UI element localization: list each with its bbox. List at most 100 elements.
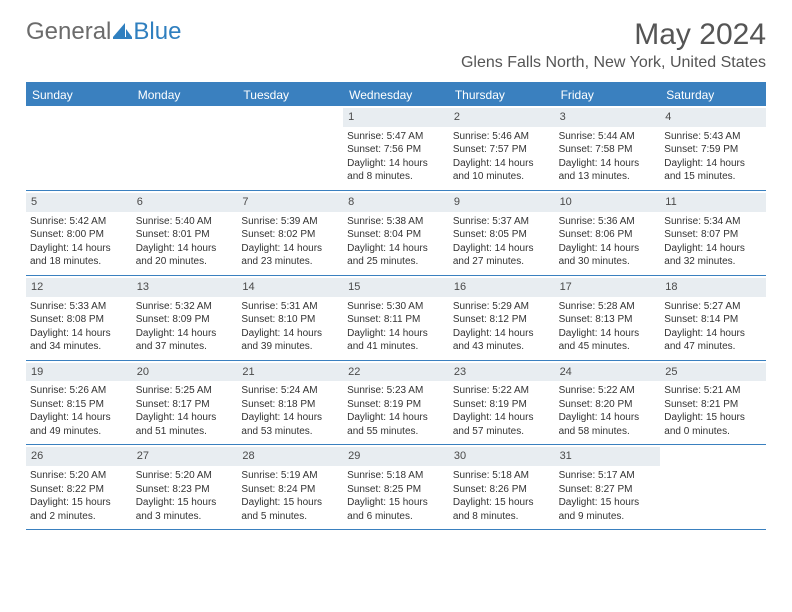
day-number: 8 [343, 193, 449, 212]
day-number: 31 [555, 447, 661, 466]
day-number: 27 [132, 447, 238, 466]
day-number: 9 [449, 193, 555, 212]
day-number: 6 [132, 193, 238, 212]
weekday-tue: Tuesday [237, 84, 343, 106]
day-daylight2: and 53 minutes. [241, 425, 339, 439]
day-sunrise: Sunrise: 5:36 AM [559, 215, 657, 229]
day-daylight2: and 49 minutes. [30, 425, 128, 439]
day-cell [132, 106, 238, 190]
day-sunset: Sunset: 8:09 PM [136, 313, 234, 327]
weekday-fri: Friday [555, 84, 661, 106]
day-sunrise: Sunrise: 5:39 AM [241, 215, 339, 229]
day-number: 13 [132, 278, 238, 297]
title-block: May 2024 Glens Falls North, New York, Un… [461, 18, 766, 72]
day-cell [26, 106, 132, 190]
day-sunset: Sunset: 8:20 PM [559, 398, 657, 412]
day-sunset: Sunset: 8:01 PM [136, 228, 234, 242]
day-daylight1: Daylight: 14 hours [559, 327, 657, 341]
day-cell: 15Sunrise: 5:30 AMSunset: 8:11 PMDayligh… [343, 276, 449, 360]
day-cell: 11Sunrise: 5:34 AMSunset: 8:07 PMDayligh… [660, 191, 766, 275]
day-sunset: Sunset: 8:10 PM [241, 313, 339, 327]
day-sunrise: Sunrise: 5:18 AM [453, 469, 551, 483]
day-daylight2: and 18 minutes. [30, 255, 128, 269]
day-number: 16 [449, 278, 555, 297]
day-cell: 31Sunrise: 5:17 AMSunset: 8:27 PMDayligh… [555, 445, 661, 529]
day-sunset: Sunset: 8:19 PM [453, 398, 551, 412]
day-cell: 12Sunrise: 5:33 AMSunset: 8:08 PMDayligh… [26, 276, 132, 360]
weekday-thu: Thursday [449, 84, 555, 106]
day-daylight2: and 2 minutes. [30, 510, 128, 524]
day-daylight1: Daylight: 14 hours [453, 327, 551, 341]
day-daylight2: and 5 minutes. [241, 510, 339, 524]
day-daylight1: Daylight: 14 hours [453, 157, 551, 171]
day-sunset: Sunset: 8:13 PM [559, 313, 657, 327]
day-cell: 6Sunrise: 5:40 AMSunset: 8:01 PMDaylight… [132, 191, 238, 275]
day-sunset: Sunset: 8:00 PM [30, 228, 128, 242]
day-sunset: Sunset: 8:19 PM [347, 398, 445, 412]
logo: General Blue [26, 18, 181, 46]
day-sunrise: Sunrise: 5:33 AM [30, 300, 128, 314]
day-sunrise: Sunrise: 5:44 AM [559, 130, 657, 144]
day-number: 20 [132, 363, 238, 382]
day-sunset: Sunset: 8:14 PM [664, 313, 762, 327]
day-sunrise: Sunrise: 5:24 AM [241, 384, 339, 398]
day-sunset: Sunset: 8:25 PM [347, 483, 445, 497]
day-daylight1: Daylight: 14 hours [347, 242, 445, 256]
day-number: 29 [343, 447, 449, 466]
weekday-sat: Saturday [660, 84, 766, 106]
day-daylight1: Daylight: 15 hours [30, 496, 128, 510]
day-daylight2: and 6 minutes. [347, 510, 445, 524]
day-number: 30 [449, 447, 555, 466]
day-number: 11 [660, 193, 766, 212]
day-daylight2: and 51 minutes. [136, 425, 234, 439]
day-daylight2: and 47 minutes. [664, 340, 762, 354]
day-sunrise: Sunrise: 5:47 AM [347, 130, 445, 144]
day-sunrise: Sunrise: 5:22 AM [559, 384, 657, 398]
day-daylight2: and 34 minutes. [30, 340, 128, 354]
day-sunrise: Sunrise: 5:30 AM [347, 300, 445, 314]
day-cell: 23Sunrise: 5:22 AMSunset: 8:19 PMDayligh… [449, 361, 555, 445]
logo-sail-icon [113, 18, 133, 46]
weekday-sun: Sunday [26, 84, 132, 106]
day-cell: 26Sunrise: 5:20 AMSunset: 8:22 PMDayligh… [26, 445, 132, 529]
logo-text-gray: General [26, 18, 111, 46]
day-daylight2: and 41 minutes. [347, 340, 445, 354]
day-sunset: Sunset: 8:21 PM [664, 398, 762, 412]
day-daylight1: Daylight: 14 hours [347, 411, 445, 425]
day-daylight2: and 37 minutes. [136, 340, 234, 354]
day-daylight1: Daylight: 14 hours [347, 157, 445, 171]
day-cell: 22Sunrise: 5:23 AMSunset: 8:19 PMDayligh… [343, 361, 449, 445]
day-sunrise: Sunrise: 5:43 AM [664, 130, 762, 144]
day-cell: 9Sunrise: 5:37 AMSunset: 8:05 PMDaylight… [449, 191, 555, 275]
day-daylight2: and 55 minutes. [347, 425, 445, 439]
day-sunset: Sunset: 7:56 PM [347, 143, 445, 157]
day-daylight2: and 8 minutes. [347, 170, 445, 184]
day-daylight1: Daylight: 14 hours [30, 242, 128, 256]
day-daylight2: and 58 minutes. [559, 425, 657, 439]
day-daylight1: Daylight: 14 hours [453, 411, 551, 425]
day-daylight1: Daylight: 14 hours [241, 242, 339, 256]
day-cell [237, 106, 343, 190]
day-daylight1: Daylight: 14 hours [136, 242, 234, 256]
day-daylight1: Daylight: 14 hours [136, 411, 234, 425]
day-number: 2 [449, 108, 555, 127]
day-number: 17 [555, 278, 661, 297]
day-number: 22 [343, 363, 449, 382]
day-daylight1: Daylight: 15 hours [136, 496, 234, 510]
day-sunrise: Sunrise: 5:27 AM [664, 300, 762, 314]
day-sunset: Sunset: 8:27 PM [559, 483, 657, 497]
day-cell: 25Sunrise: 5:21 AMSunset: 8:21 PMDayligh… [660, 361, 766, 445]
day-cell: 3Sunrise: 5:44 AMSunset: 7:58 PMDaylight… [555, 106, 661, 190]
day-daylight2: and 3 minutes. [136, 510, 234, 524]
day-number: 26 [26, 447, 132, 466]
day-daylight1: Daylight: 15 hours [559, 496, 657, 510]
weeks-container: 1Sunrise: 5:47 AMSunset: 7:56 PMDaylight… [26, 106, 766, 530]
day-cell: 2Sunrise: 5:46 AMSunset: 7:57 PMDaylight… [449, 106, 555, 190]
day-cell: 17Sunrise: 5:28 AMSunset: 8:13 PMDayligh… [555, 276, 661, 360]
day-sunrise: Sunrise: 5:37 AM [453, 215, 551, 229]
day-cell: 16Sunrise: 5:29 AMSunset: 8:12 PMDayligh… [449, 276, 555, 360]
day-daylight1: Daylight: 15 hours [241, 496, 339, 510]
day-sunrise: Sunrise: 5:20 AM [30, 469, 128, 483]
day-daylight2: and 20 minutes. [136, 255, 234, 269]
day-sunset: Sunset: 7:58 PM [559, 143, 657, 157]
